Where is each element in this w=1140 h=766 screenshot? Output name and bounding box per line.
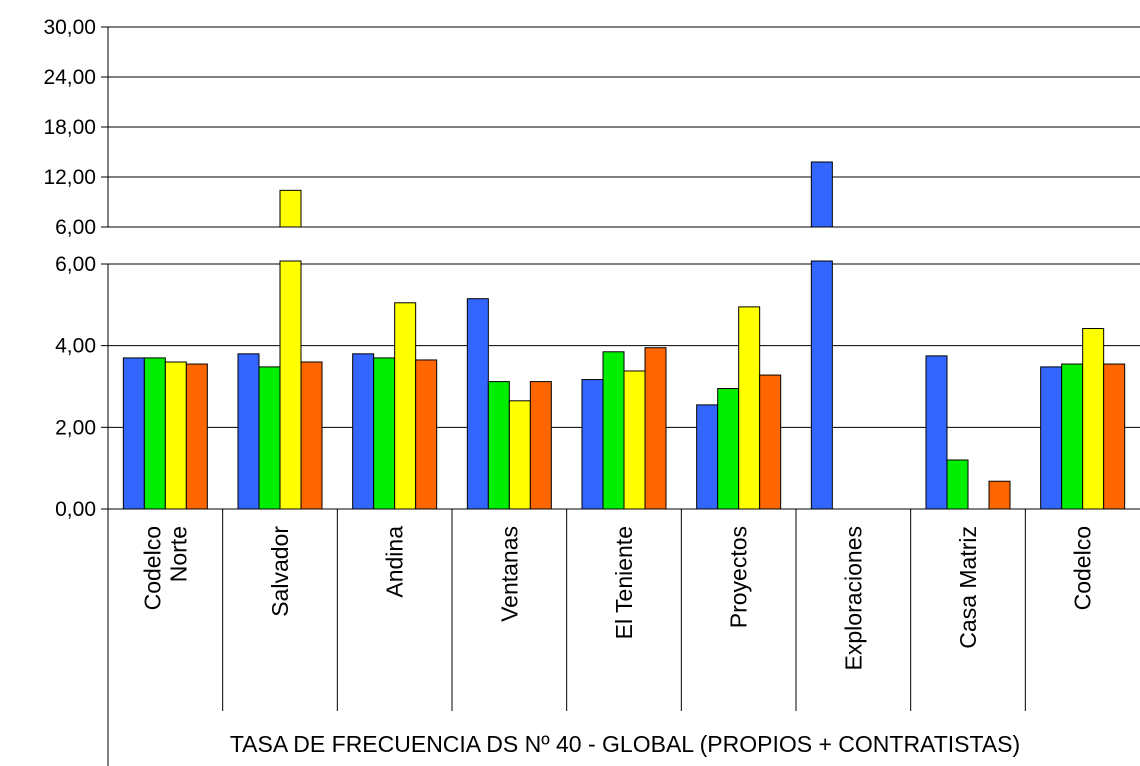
- bar: [623, 370, 646, 510]
- y-tick-label-upper: 6,00: [55, 216, 96, 239]
- category-label: Andina: [382, 526, 408, 598]
- bar: [602, 351, 625, 510]
- bar: [581, 379, 604, 510]
- bar: [1061, 363, 1084, 510]
- bar: [300, 361, 323, 510]
- category-label-line: Exploraciones: [840, 526, 866, 670]
- bar: [466, 298, 489, 510]
- bar: [237, 353, 260, 510]
- category-label-line: Andina: [382, 526, 408, 598]
- y-tick-label-upper: 24,00: [43, 66, 96, 89]
- lower-panel: 0,00 2,00 4,00 6,00: [55, 253, 1140, 766]
- bar: [143, 357, 166, 510]
- bar: [946, 459, 969, 510]
- bar: [696, 404, 719, 510]
- category-label: CodelcoNorte: [139, 526, 191, 610]
- bar: [810, 260, 833, 510]
- category-label: El Teniente: [611, 526, 637, 639]
- y-tick-label-lower: 0,00: [55, 498, 96, 521]
- bar: [988, 480, 1011, 510]
- bar: [644, 347, 667, 510]
- bar: [717, 388, 740, 510]
- bar-upper-segment: [810, 161, 833, 228]
- bar: [925, 355, 948, 510]
- bar: [279, 260, 302, 510]
- bar: [415, 359, 438, 510]
- y-tick-label-upper: 12,00: [43, 166, 96, 189]
- bar: [258, 366, 281, 510]
- bar: [529, 381, 552, 510]
- category-label-line: El Teniente: [611, 526, 637, 639]
- category-label-line: Norte: [165, 526, 191, 582]
- bar: [394, 302, 417, 510]
- y-tick-label-upper: 18,00: [43, 116, 96, 139]
- y-tick-label-upper: 30,00: [43, 16, 96, 39]
- category-label: Salvador: [267, 526, 293, 617]
- y-tick-label-lower: 2,00: [55, 416, 96, 439]
- category-label-line: Casa Matriz: [955, 526, 981, 649]
- category-label-line: Ventanas: [496, 526, 522, 622]
- bar: [1082, 328, 1105, 510]
- upper-panel: 6,00 12,00 18,00 24,00 30,00: [43, 16, 1140, 239]
- bar: [759, 374, 782, 510]
- bar: [1040, 366, 1063, 510]
- category-axis: CodelcoNorte Salvador Andina Ventanas El Ten…: [139, 509, 1096, 711]
- y-tick-label-lower: 6,00: [55, 253, 96, 276]
- bar: [508, 400, 531, 510]
- category-label-line: Proyectos: [726, 526, 752, 628]
- bar: [352, 353, 375, 510]
- bar: [122, 357, 145, 510]
- bar: [164, 361, 187, 510]
- bar: [185, 363, 208, 510]
- category-label: Exploraciones: [840, 526, 866, 670]
- category-label-line: Codelco: [139, 526, 165, 610]
- category-label-line: Codelco: [1070, 526, 1096, 610]
- bar: [738, 306, 761, 510]
- category-label: Codelco: [1070, 526, 1096, 610]
- bar: [487, 381, 510, 510]
- bar: [1103, 363, 1126, 510]
- chart-title: TASA DE FRECUENCIA DS Nº 40 - GLOBAL (PR…: [230, 731, 1020, 757]
- bar: [373, 357, 396, 510]
- y-tick-label-lower: 4,00: [55, 335, 96, 358]
- category-label-line: Salvador: [267, 526, 293, 617]
- category-label: Casa Matriz: [955, 526, 981, 649]
- category-label: Proyectos: [726, 526, 752, 628]
- bar-upper-segment: [279, 189, 302, 228]
- category-label: Ventanas: [496, 526, 522, 622]
